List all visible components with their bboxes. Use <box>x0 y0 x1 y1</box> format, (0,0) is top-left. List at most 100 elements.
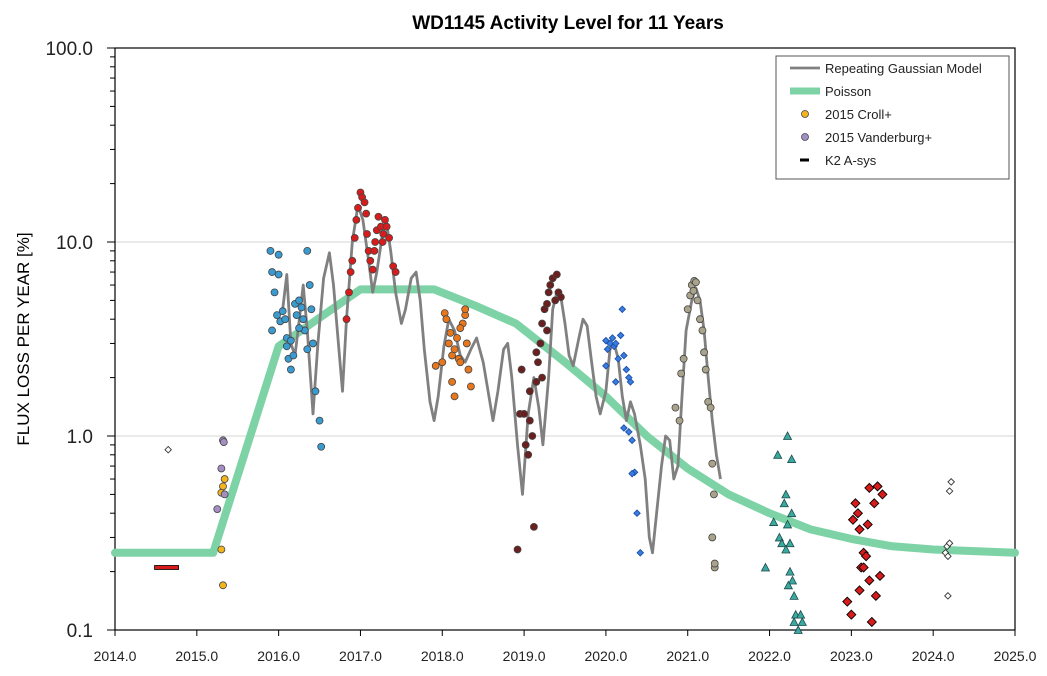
data-point <box>220 475 229 483</box>
data-point <box>368 265 377 274</box>
data-point <box>692 278 700 287</box>
x-tick-label: 2016.0 <box>257 648 300 664</box>
data-point <box>611 378 620 386</box>
data-point <box>525 387 534 396</box>
legend-swatch <box>800 158 809 162</box>
data-point <box>219 482 227 491</box>
y-axis-tick-labels: 0.1 1.0 10.0 100.0 <box>45 39 93 642</box>
data-point <box>945 539 954 548</box>
data-point <box>381 215 389 224</box>
data-point <box>305 281 314 289</box>
data-point <box>274 250 283 259</box>
data-point <box>382 222 391 231</box>
data-point <box>551 296 560 305</box>
gaussian-model-line <box>281 203 722 555</box>
chart-title: WD1145 Activity Level for 11 Years <box>412 13 724 34</box>
data-point <box>710 490 718 499</box>
data-point <box>877 489 888 500</box>
data-point <box>311 387 320 396</box>
data-point <box>602 361 610 370</box>
y-tick-label: 0.1 <box>67 621 93 642</box>
x-tick-label: 2018.0 <box>421 648 464 664</box>
data-point <box>303 246 312 255</box>
data-point <box>689 286 698 295</box>
data-point <box>442 315 451 324</box>
series-3 <box>342 188 400 324</box>
legend-label: 2015 Croll+ <box>825 107 892 122</box>
data-point <box>217 464 226 473</box>
data-point <box>295 296 303 305</box>
series-1 <box>281 203 722 555</box>
data-point <box>797 617 807 626</box>
data-point <box>864 575 875 586</box>
data-point <box>268 268 276 276</box>
series-2 <box>266 246 326 451</box>
data-point <box>274 270 283 279</box>
data-point <box>154 565 179 570</box>
data-point <box>462 339 471 348</box>
data-point <box>795 609 806 619</box>
legend-label: 2015 Vanderburg+ <box>825 130 932 145</box>
data-point <box>297 303 306 312</box>
data-point <box>164 445 173 454</box>
data-point <box>616 331 625 340</box>
grid <box>115 241 1015 437</box>
data-point <box>513 545 522 554</box>
legend-box <box>775 55 1010 180</box>
data-point <box>626 378 635 386</box>
legend-label: Repeating Gaussian Model <box>825 61 982 76</box>
data-point <box>608 334 617 342</box>
x-tick-label: 2021.0 <box>666 648 709 664</box>
data-point <box>782 431 793 440</box>
data-point <box>543 326 551 335</box>
data-point <box>860 551 872 562</box>
data-point <box>219 581 227 590</box>
data-point <box>862 519 873 530</box>
data-point <box>374 212 383 221</box>
data-point <box>532 378 541 386</box>
data-point <box>698 326 707 335</box>
data-point <box>774 532 785 542</box>
x-tick-label: 2023.0 <box>830 648 873 664</box>
data-point <box>354 203 362 212</box>
data-point <box>614 354 623 363</box>
legend-swatch <box>801 110 809 118</box>
data-series <box>111 188 1019 634</box>
data-point <box>538 373 546 382</box>
data-point <box>683 305 692 314</box>
data-point <box>793 625 803 634</box>
data-point <box>852 508 864 519</box>
data-point <box>708 533 717 542</box>
data-point <box>864 482 875 494</box>
legend: Repeating Gaussian Model Poisson 2015 Crol… <box>775 55 1010 180</box>
y-tick-label: 10.0 <box>56 233 93 254</box>
x-tick-label: 2015.0 <box>175 648 218 664</box>
data-point <box>530 522 538 531</box>
data-point <box>303 345 312 354</box>
x-axis-tick-labels: 2014.0 2015.0 2016.0 2017.0 2018.0 2019.0 2020… <box>94 648 1037 664</box>
axis-ticks <box>107 47 1016 636</box>
data-point <box>636 548 645 557</box>
data-point <box>706 403 715 412</box>
data-point <box>464 365 473 374</box>
data-point <box>700 348 708 357</box>
data-point <box>557 293 565 301</box>
data-point <box>786 508 797 518</box>
legend-swatch <box>801 133 809 141</box>
data-point <box>869 498 880 509</box>
series-6 <box>602 305 645 557</box>
data-point <box>603 345 612 354</box>
data-point <box>628 469 636 478</box>
data-point <box>444 339 453 348</box>
data-point <box>371 238 380 246</box>
data-point <box>278 307 287 316</box>
data-point <box>350 233 359 242</box>
data-point <box>781 544 791 554</box>
data-point <box>785 566 795 576</box>
data-point <box>379 230 388 238</box>
data-point <box>777 538 787 548</box>
data-point <box>292 311 301 319</box>
series-9 <box>842 481 888 628</box>
data-point <box>536 339 545 348</box>
data-point <box>528 432 537 440</box>
